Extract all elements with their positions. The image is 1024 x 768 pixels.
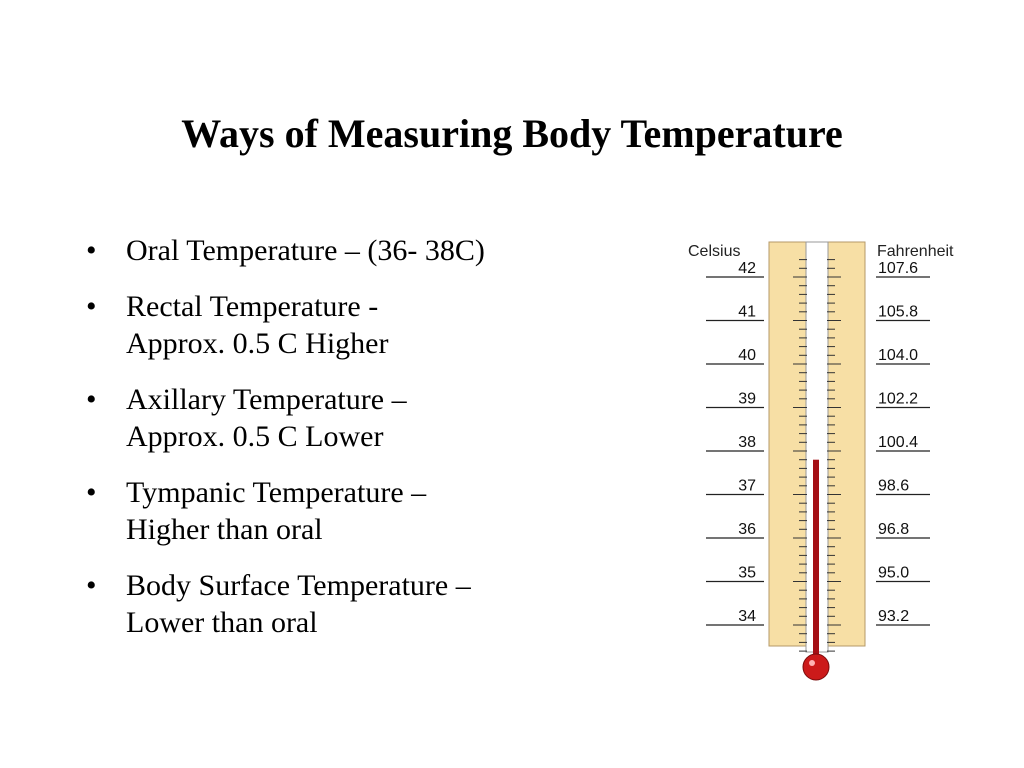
bullet-text-continued: Lower than oral [126, 606, 318, 639]
list-item: • Tympanic Temperature – Higher than ora… [86, 474, 646, 548]
fahrenheit-mark-label: 100.4 [878, 434, 918, 451]
fahrenheit-mark-label: 98.6 [878, 478, 909, 495]
celsius-mark-label: 38 [738, 434, 756, 451]
list-item: • Oral Temperature – (36- 38C) [86, 232, 646, 269]
celsius-mark-label: 41 [738, 304, 756, 321]
bullet-text-continued: Approx. 0.5 C Higher [126, 327, 389, 360]
bullet-icon: • [86, 569, 97, 602]
list-item: • Body Surface Temperature – Lower than … [86, 567, 646, 641]
celsius-mark-label: 37 [738, 478, 756, 495]
slide-title: Ways of Measuring Body Temperature [181, 111, 843, 156]
fahrenheit-mark-label: 105.8 [878, 304, 918, 321]
list-item: • Axillary Temperature – Approx. 0.5 C L… [86, 381, 646, 455]
scale-ticks [793, 259, 841, 652]
fahrenheit-mark-label: 102.2 [878, 391, 918, 408]
bullet-list: • Oral Temperature – (36- 38C) • Rectal … [86, 232, 646, 660]
fahrenheit-mark-label: 95.0 [878, 565, 909, 582]
fahrenheit-mark-label: 107.6 [878, 260, 918, 277]
celsius-mark-label: 39 [738, 391, 756, 408]
fahrenheit-scale-strip [826, 241, 866, 647]
bullet-icon: • [86, 234, 97, 267]
scale-marks: 42 107.6 41 105.8 40 104.0 39 102.2 38 100.4 37 98.… [706, 260, 930, 626]
celsius-mark-label: 40 [738, 347, 756, 364]
fahrenheit-mark-label: 96.8 [878, 521, 909, 538]
celsius-mark-label: 34 [738, 608, 756, 625]
bullet-text: Oral Temperature – (36- 38C) [126, 234, 485, 267]
thermometer-illustration: Celsius Fahrenheit 42 107.6 41 105.8 40 104.0… [688, 241, 954, 681]
bullet-icon: • [86, 476, 97, 509]
bullet-text-continued: Higher than oral [126, 513, 323, 546]
mercury-column [813, 459, 819, 660]
fahrenheit-mark-label: 93.2 [878, 608, 909, 625]
celsius-heading: Celsius [688, 243, 740, 260]
fahrenheit-heading: Fahrenheit [877, 243, 954, 260]
bullet-text: Axillary Temperature – [126, 383, 407, 416]
bullet-text: Tympanic Temperature – [126, 476, 427, 509]
bullet-text-continued: Approx. 0.5 C Lower [126, 420, 384, 453]
celsius-mark-label: 36 [738, 521, 756, 538]
bullet-icon: • [86, 383, 97, 416]
celsius-mark-label: 35 [738, 565, 756, 582]
celsius-scale-strip [768, 241, 808, 647]
bullet-text: Body Surface Temperature – [126, 569, 471, 602]
fahrenheit-mark-label: 104.0 [878, 347, 918, 364]
mercury-bulb [802, 653, 830, 681]
celsius-mark-label: 42 [738, 260, 756, 277]
bulb-highlight [809, 660, 815, 666]
list-item: • Rectal Temperature - Approx. 0.5 C Hig… [86, 288, 646, 362]
bullet-text: Rectal Temperature - [126, 290, 379, 323]
bullet-icon: • [86, 290, 97, 323]
